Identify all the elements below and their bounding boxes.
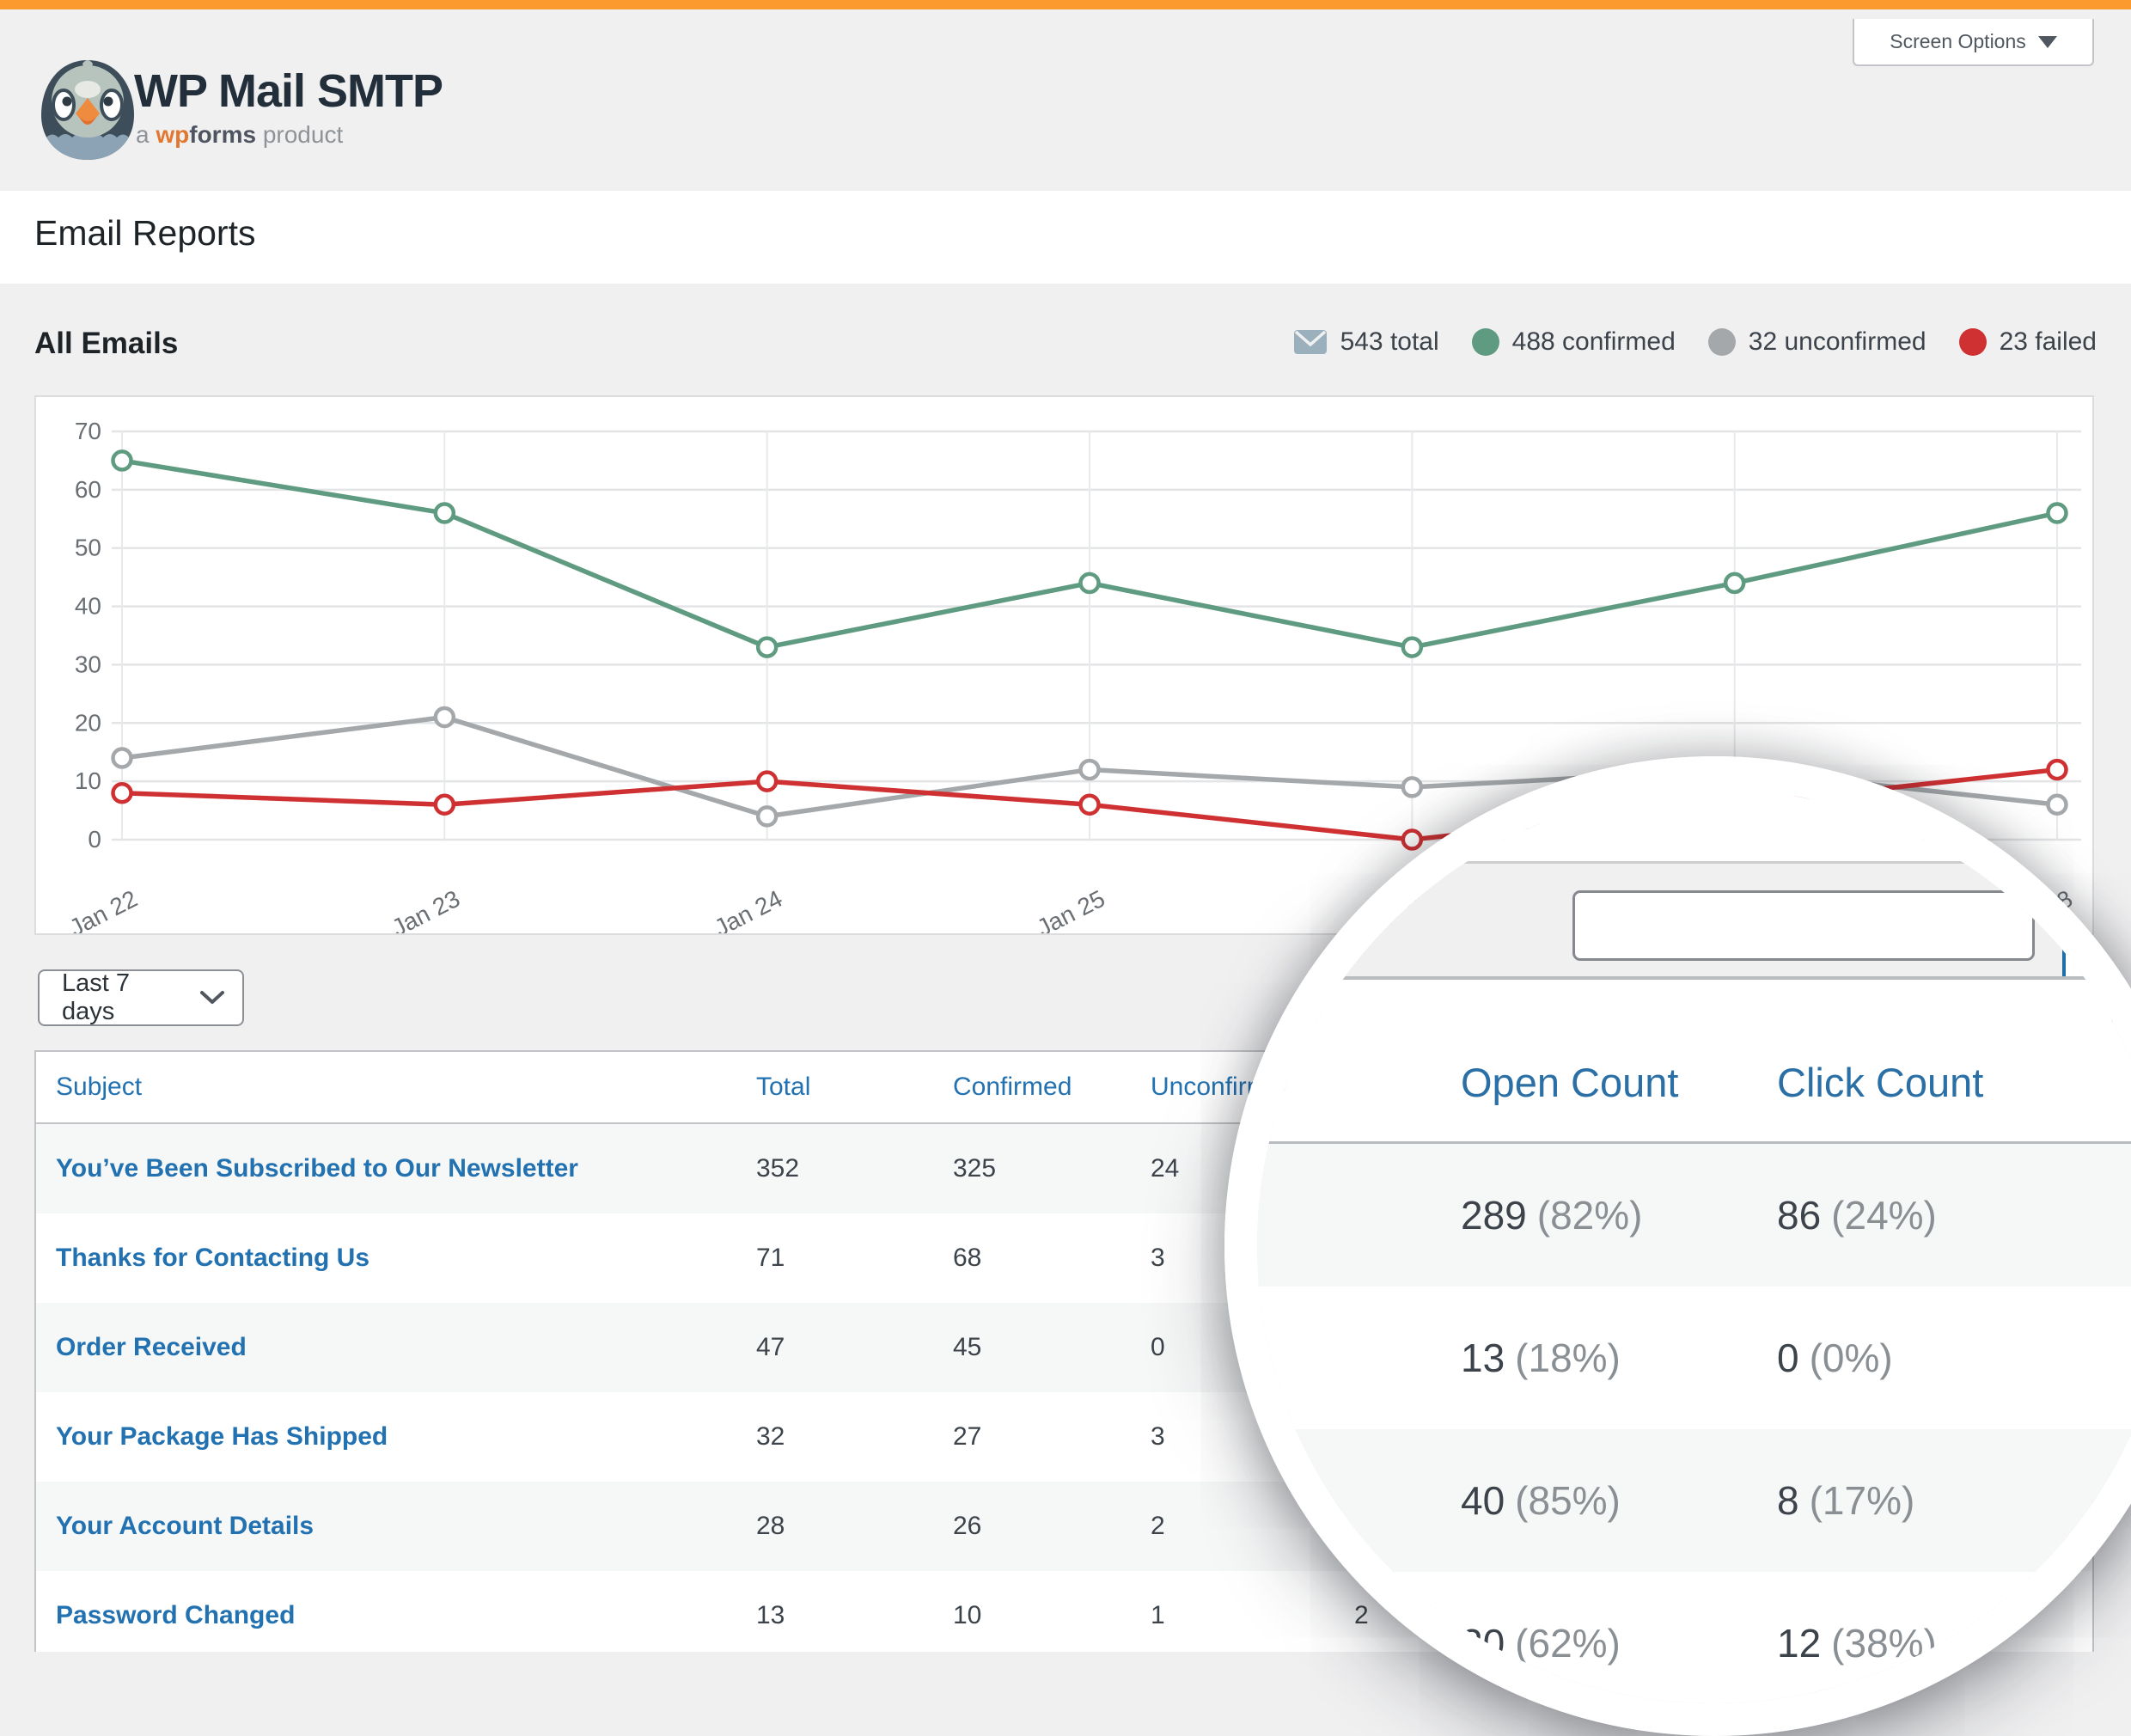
column-header-total[interactable]: Total [756, 1073, 811, 1101]
magnified-click-count-cell: 86 (24%) [1777, 1193, 1937, 1238]
brand-title: WP Mail SMTP [134, 65, 443, 117]
zoom-magnifier-overlay: Open Count Click Count 289 (82%) 86 (24%) 13… [1224, 756, 2131, 1736]
chart-legend: 543 total 488 confirmed 32 unconfirmed 2… [1289, 320, 2097, 364]
magnified-table-row: 289 (82%) 86 (24%) [1257, 1144, 2131, 1287]
magnified-table-row: 20 (62%) 12 (38%) [1257, 1572, 2131, 1703]
envelope-icon [1293, 328, 1328, 356]
svg-text:50: 50 [75, 535, 101, 561]
section-title: All Emails [34, 327, 179, 360]
svg-text:60: 60 [75, 476, 101, 503]
chevron-down-icon [199, 990, 225, 1006]
page-title: Email Reports [34, 213, 256, 253]
wp-mail-smtp-logo-icon [34, 57, 141, 163]
date-range-select[interactable]: Last 7 days [38, 969, 244, 1026]
confirmed-dot-icon [1471, 328, 1499, 356]
confirmed-cell: 68 [953, 1244, 982, 1272]
confirmed-cell: 45 [953, 1333, 982, 1361]
magnified-click-count-cell: 0 (0%) [1777, 1336, 1893, 1380]
top-accent-bar [0, 0, 2131, 9]
legend-item-total: 543 total [1293, 327, 1439, 357]
svg-text:Jan 23: Jan 23 [388, 885, 464, 933]
unconfirmed-dot-icon [1707, 328, 1736, 356]
brand-wp: wp [156, 121, 190, 148]
brand-tagline: a wpforms product [136, 121, 344, 148]
confirmed-cell: 325 [953, 1154, 997, 1183]
legend-unconfirmed-label: 32 unconfirmed [1748, 327, 1926, 356]
magnified-header-border [1257, 1141, 2131, 1144]
unconfirmed-cell: 1 [1151, 1601, 1165, 1629]
email-subject-link[interactable]: Your Account Details [56, 1512, 314, 1540]
svg-text:Jan 22: Jan 22 [65, 885, 142, 933]
chevron-down-icon [2037, 35, 2057, 48]
email-subject-link[interactable]: Password Changed [56, 1601, 296, 1629]
svg-text:20: 20 [75, 709, 101, 736]
screen-options-label: Screen Options [1890, 30, 2026, 52]
svg-text:Jan 25: Jan 25 [1033, 885, 1109, 933]
column-header-click-count: Click Count [1777, 1060, 1984, 1105]
magnified-table-row: 13 (18%) 0 (0%) [1257, 1287, 2131, 1429]
total-cell: 71 [756, 1244, 785, 1272]
email-subject-link[interactable]: Your Package Has Shipped [56, 1422, 388, 1451]
svg-text:30: 30 [75, 651, 101, 677]
svg-text:Jan 24: Jan 24 [710, 885, 786, 933]
magnified-table-row: 40 (85%) 8 (17%) [1257, 1429, 2131, 1572]
magnified-chart-area [1257, 789, 2131, 863]
magnifier-content: Open Count Click Count 289 (82%) 86 (24%) 13… [1257, 789, 2131, 1703]
unconfirmed-cell: 0 [1151, 1333, 1165, 1361]
unconfirmed-cell: 2 [1151, 1512, 1165, 1540]
total-cell: 28 [756, 1512, 785, 1540]
svg-text:70: 70 [75, 418, 101, 444]
unconfirmed-cell: 3 [1151, 1422, 1165, 1451]
total-cell: 352 [756, 1154, 800, 1183]
email-subject-link[interactable]: Order Received [56, 1333, 247, 1361]
magnified-card-border [1257, 861, 2131, 864]
magnified-open-count-cell: 40 (85%) [1461, 1478, 1621, 1523]
svg-text:0: 0 [88, 826, 101, 853]
brand-forms: forms [189, 121, 257, 148]
confirmed-cell: 10 [953, 1601, 982, 1629]
magnified-click-count-cell: 8 (17%) [1777, 1478, 1915, 1523]
legend-confirmed-label: 488 confirmed [1511, 327, 1676, 356]
failed-dot-icon [1958, 328, 1987, 356]
svg-text:40: 40 [75, 593, 101, 620]
confirmed-cell: 26 [953, 1512, 982, 1540]
magnified-table-top-border [1257, 976, 2131, 980]
app-header: WP Mail SMTP a wpforms product Screen Op… [0, 9, 2131, 191]
magnified-open-count-cell: 13 (18%) [1461, 1336, 1621, 1380]
table-row: Your Package Has Shipped 32 27 3 [36, 1392, 2092, 1482]
svg-text:10: 10 [75, 767, 101, 794]
confirmed-cell: 27 [953, 1422, 982, 1451]
magnified-table-header: Open Count Click Count [1257, 980, 2131, 1141]
column-header-subject[interactable]: Subject [56, 1073, 143, 1101]
legend-failed-label: 23 failed [1999, 327, 2097, 356]
magnified-open-count-cell: 20 (62%) [1461, 1621, 1621, 1666]
magnified-search-input [1572, 890, 2035, 961]
unconfirmed-cell: 24 [1151, 1154, 1180, 1183]
date-range-value: Last 7 days [62, 969, 130, 1025]
unconfirmed-cell: 3 [1151, 1244, 1165, 1272]
column-header-confirmed[interactable]: Confirmed [953, 1073, 1072, 1101]
legend-item-failed: 23 failed [1958, 327, 2097, 357]
table-row: Password Changed131012 [36, 1571, 2092, 1660]
column-header-open-count: Open Count [1461, 1060, 1679, 1105]
table-row: Thanks for Contacting Us 71 68 3 [36, 1213, 2092, 1303]
legend-total-label: 543 total [1340, 327, 1439, 356]
legend-item-unconfirmed: 32 unconfirmed [1707, 327, 1926, 357]
magnified-open-count-cell: 289 (82%) [1461, 1193, 1643, 1238]
total-cell: 32 [756, 1422, 785, 1451]
page-title-band [0, 191, 2131, 284]
email-subject-link[interactable]: You’ve Been Subscribed to Our Newsletter [56, 1154, 578, 1183]
screen-options-button[interactable]: Screen Options [1853, 19, 2094, 66]
total-cell: 13 [756, 1601, 785, 1629]
magnified-click-count-cell: 12 (38%) [1777, 1621, 1937, 1666]
email-subject-link[interactable]: Thanks for Contacting Us [56, 1244, 370, 1272]
total-cell: 47 [756, 1333, 785, 1361]
legend-item-confirmed: 488 confirmed [1471, 327, 1676, 357]
